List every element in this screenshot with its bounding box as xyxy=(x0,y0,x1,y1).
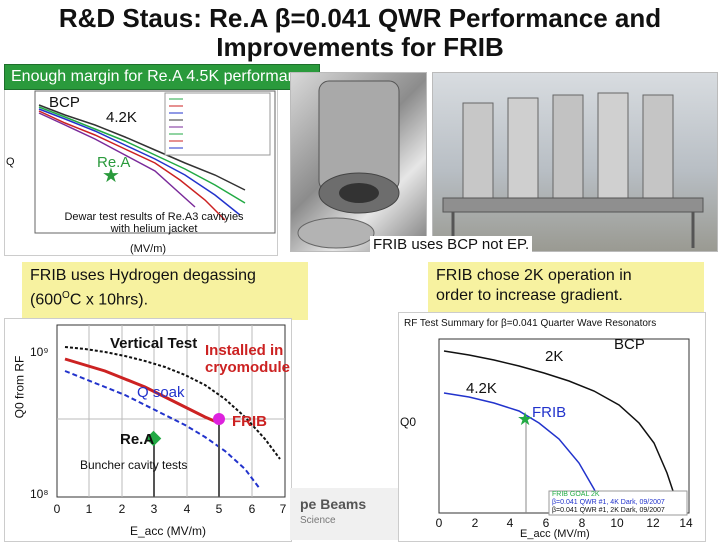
rf-legend-2: β=0.041 QWR #1, 4K Dark, 09/2007 xyxy=(552,499,665,506)
q-soak-curve xyxy=(64,370,261,490)
svg-text:4: 4 xyxy=(184,502,191,516)
dewar-caption-line-2: with helium jacket xyxy=(110,223,198,235)
dewar-caption: Dewar test results of Re.A3 cavityies wi… xyxy=(44,211,264,235)
svg-text:0: 0 xyxy=(54,502,61,516)
series-purple xyxy=(38,112,196,208)
cryomodule-photo-svg xyxy=(442,92,704,248)
frib-goal-star-icon: ★ xyxy=(517,409,533,429)
rf-summary-svg: ★ 0 2 4 6 8 10 12 14 xyxy=(436,338,693,530)
svg-text:2: 2 xyxy=(119,502,126,516)
label-frib-bottom: FRIB xyxy=(232,413,267,430)
dewar-xlabel: (MV/m) xyxy=(130,243,167,255)
footer-strip xyxy=(290,488,400,540)
plot-frame xyxy=(438,338,690,514)
cavity-photo-svg xyxy=(297,80,400,249)
series-blue xyxy=(38,108,241,216)
cavity-flange xyxy=(297,217,375,249)
svg-text:7: 7 xyxy=(280,502,287,516)
label-4-2k-top: 4.2K xyxy=(106,109,137,126)
installed-curve xyxy=(64,357,220,425)
rea-star-icon: ★ xyxy=(102,165,120,187)
margin-banner: Enough margin for Re.A 4.5K performance xyxy=(4,64,321,90)
rf-xlabel: E_acc (MV/m) xyxy=(520,528,590,540)
cavity-photo xyxy=(290,72,427,252)
buncher-ylabel: Q0 from RF xyxy=(12,355,27,419)
x-tick-labels: 0 1 2 3 4 5 6 7 xyxy=(54,502,287,516)
frib-marker-icon xyxy=(213,413,225,425)
svg-text:10: 10 xyxy=(610,516,624,530)
rf-summary-header: RF Test Summary for β=0.041 Quarter Wave… xyxy=(404,318,657,329)
hydrogen-line-2: (600OC x 10hrs). xyxy=(30,286,300,310)
svg-text:8: 8 xyxy=(579,516,586,530)
label-installed: Installed in cryomodule xyxy=(205,342,290,376)
rf-legend-3: β=0.041 QWR #1, 2K Dark, 09/2007 xyxy=(552,507,665,514)
label-bcp-right: BCP xyxy=(614,336,645,353)
bcp-not-ep-note: FRIB uses BCP not EP. xyxy=(370,236,533,253)
dewar-ylabel: Q xyxy=(6,156,15,168)
rf-legend: FRIB GOAL 2K β=0.041 QWR #1, 4K Dark, 09… xyxy=(552,491,665,515)
legend-box xyxy=(548,490,688,516)
title-line-2: Improvements for FRIB xyxy=(216,32,504,62)
footer-beams: pe Beams xyxy=(300,496,367,512)
label-bcp-top: BCP xyxy=(49,94,80,111)
curve-4-2k xyxy=(443,392,605,510)
vertical-test-curve xyxy=(64,346,281,460)
installed-line-1: Installed in xyxy=(205,342,284,359)
label-4-2k-right: 4.2K xyxy=(466,380,497,397)
svg-text:6: 6 xyxy=(249,502,256,516)
hydrogen-sup: O xyxy=(62,290,70,301)
slide-title: R&D Staus: Re.A β=0.041 QWR Performance … xyxy=(0,4,720,62)
x-tick-labels: 0 2 4 6 8 10 12 14 xyxy=(436,516,693,530)
cryomodule-photo xyxy=(432,72,718,252)
hydrogen-line-2b: C x 10hrs). xyxy=(69,291,149,309)
label-q-soak: Q soak xyxy=(137,384,185,401)
rf-legend-1: FRIB GOAL 2K xyxy=(552,491,600,498)
buncher-plot-svg: 0 1 2 3 4 5 6 7 xyxy=(54,324,287,516)
legend-lines xyxy=(169,98,183,149)
rf-summary-plot: ★ 0 2 4 6 8 10 12 14 xyxy=(398,312,706,542)
label-2k: 2K xyxy=(545,348,564,365)
dewar-test-plot-svg: ★ xyxy=(34,90,276,234)
buncher-ytick-2: 10⁸ xyxy=(30,487,49,501)
svg-text:12: 12 xyxy=(646,516,660,530)
curve-2k xyxy=(443,350,678,504)
hydrogen-degassing-box: FRIB uses Hydrogen degassing (600OC x 10… xyxy=(22,262,308,320)
label-frib-right: FRIB xyxy=(532,404,567,421)
plot-frame xyxy=(34,90,276,234)
hydrogen-line-1: FRIB uses Hydrogen degassing xyxy=(30,267,256,284)
rf-ylabel: Q0 xyxy=(400,415,417,429)
svg-text:0: 0 xyxy=(436,516,443,530)
svg-text:14: 14 xyxy=(679,516,693,530)
series-green xyxy=(38,106,246,204)
buncher-ytick-1: 10⁹ xyxy=(30,345,49,359)
installed-line-2: cryomodule xyxy=(205,359,291,376)
dewar-caption-line-1: Dewar test results of Re.A3 cavityies xyxy=(64,211,244,223)
cavity-bore xyxy=(339,183,379,203)
svg-text:6: 6 xyxy=(543,516,550,530)
svg-text:3: 3 xyxy=(151,502,158,516)
label-buncher: Buncher cavity tests xyxy=(80,458,188,472)
buncher-test-plot: 0 1 2 3 4 5 6 7 xyxy=(4,318,292,542)
title-line-1: R&D Staus: Re.A β=0.041 QWR Performance … xyxy=(58,3,662,33)
svg-text:2: 2 xyxy=(472,516,479,530)
footer-science: Science xyxy=(300,515,336,526)
buncher-xlabel: E_acc (MV/m) xyxy=(130,524,207,538)
label-vertical-test: Vertical Test xyxy=(110,335,198,352)
svg-text:4: 4 xyxy=(507,516,514,530)
plot-frame xyxy=(56,324,286,498)
label-rea-top: Re.A xyxy=(97,154,131,171)
choice-line-1: FRIB chose 2K operation in xyxy=(436,267,632,284)
label-rea-bottom: Re.A xyxy=(120,431,155,448)
svg-text:5: 5 xyxy=(216,502,223,516)
2k-choice-box: FRIB chose 2K operation in order to incr… xyxy=(428,262,704,318)
legend-box xyxy=(164,92,271,156)
svg-text:1: 1 xyxy=(86,502,93,516)
series-red xyxy=(38,110,226,221)
hydrogen-line-2a: (600 xyxy=(30,291,63,309)
dewar-test-plot: ★ xyxy=(4,84,278,256)
choice-line-2: order to increase gradient. xyxy=(436,287,623,304)
series-black xyxy=(38,104,246,191)
